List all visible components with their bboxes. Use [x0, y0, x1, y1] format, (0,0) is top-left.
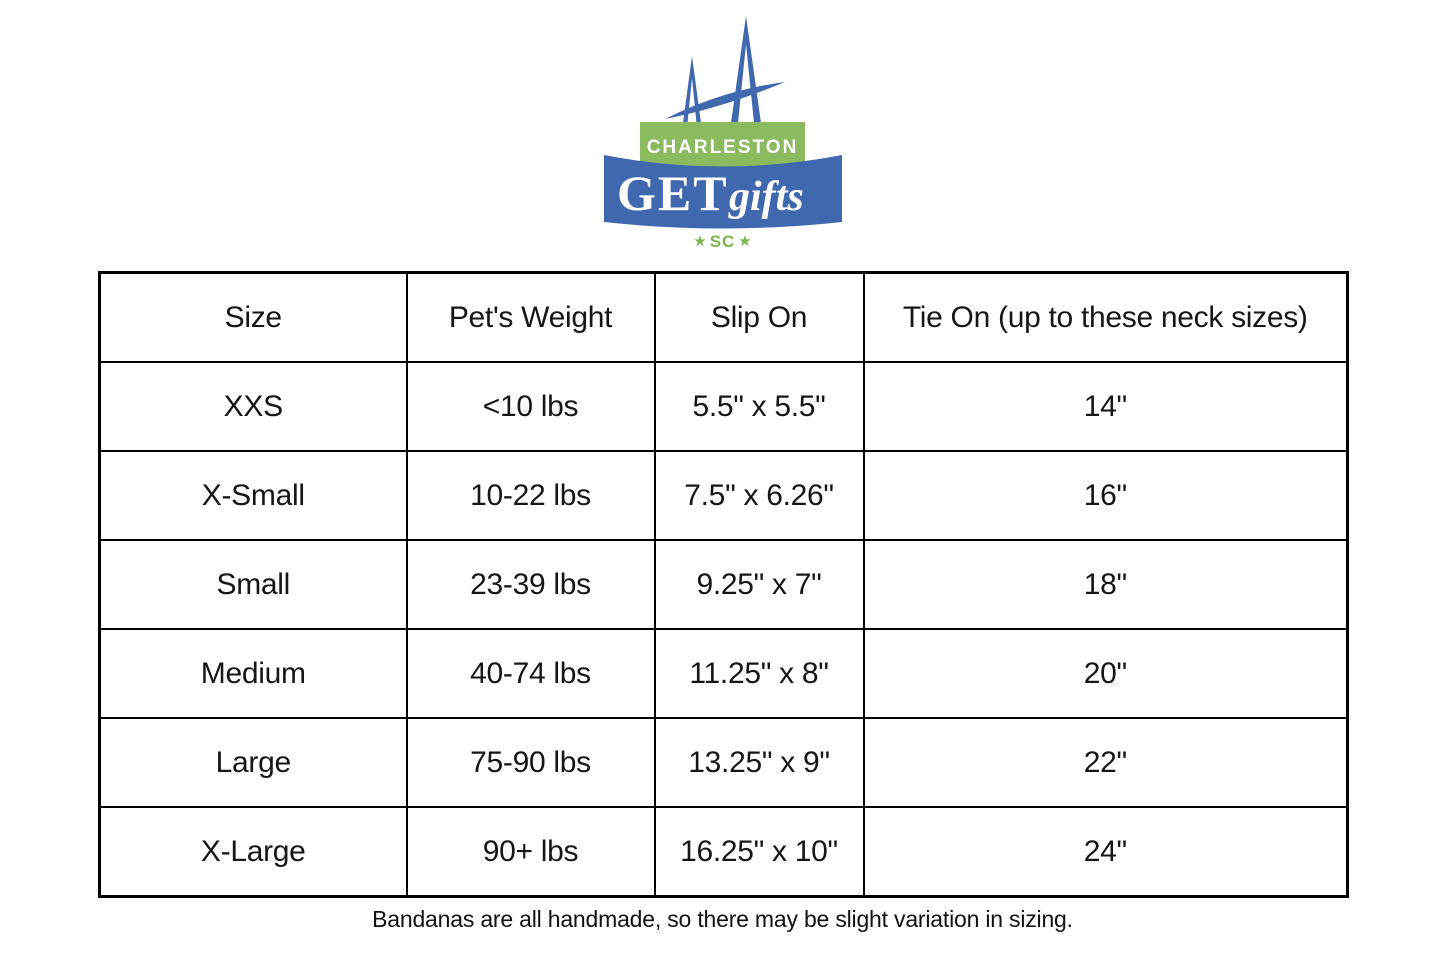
weight-cell: 90+ lbs: [405, 806, 656, 898]
charleston-banner: [640, 122, 805, 170]
sizing-disclaimer: Bandanas are all handmade, so there may …: [372, 906, 1073, 932]
size-cell: Small: [98, 539, 408, 630]
table-row: Large 75-90 lbs 13.25" x 9" 22": [98, 717, 1349, 808]
slip-on-cell: 13.25" x 9": [653, 717, 865, 808]
charleston-label: CHARLESTON: [647, 137, 799, 158]
table-row: Small 23-39 lbs 9.25" x 7" 18": [98, 539, 1349, 630]
weight-cell: 40-74 lbs: [405, 628, 656, 719]
header-row: Size Pet's Weight Slip On Tie On (up to …: [98, 271, 1349, 363]
column-header-slip-on: Slip On: [653, 271, 865, 363]
gifts-label: gifts: [728, 174, 804, 220]
weight-cell: 75-90 lbs: [405, 717, 656, 808]
size-cell: XXS: [98, 361, 408, 452]
column-header-weight: Pet's Weight: [405, 271, 656, 363]
column-header-tie-on: Tie On (up to these neck sizes): [862, 271, 1349, 363]
tie-on-cell: 22": [862, 717, 1349, 808]
star-icon: ★: [693, 233, 706, 250]
tie-on-cell: 18": [862, 539, 1349, 630]
weight-cell: 23-39 lbs: [405, 539, 656, 630]
slip-on-cell: 5.5" x 5.5": [653, 361, 865, 452]
weight-cell: <10 lbs: [405, 361, 656, 452]
slip-on-cell: 16.25" x 10": [653, 806, 865, 898]
table-row: XXS <10 lbs 5.5" x 5.5" 14": [98, 361, 1349, 452]
tie-on-cell: 16": [862, 450, 1349, 541]
sc-label: SC: [710, 232, 736, 251]
size-cell: Large: [98, 717, 408, 808]
tie-on-cell: 24": [862, 806, 1349, 898]
size-cell: Medium: [98, 628, 408, 719]
get-label: GET: [617, 165, 729, 221]
size-cell: X-Large: [98, 806, 408, 898]
weight-cell: 10-22 lbs: [405, 450, 656, 541]
getgifts-ribbon: [604, 155, 842, 229]
table-row: Medium 40-74 lbs 11.25" x 8" 20": [98, 628, 1349, 719]
bandana-size-chart: Size Pet's Weight Slip On Tie On (up to …: [98, 271, 1349, 898]
slip-on-cell: 9.25" x 7": [653, 539, 865, 630]
tie-on-cell: 20": [862, 628, 1349, 719]
tie-on-cell: 14": [862, 361, 1349, 452]
table-row: X-Small 10-22 lbs 7.5" x 6.26" 16": [98, 450, 1349, 541]
charleston-getgifts-logo: CHARLESTON GET gifts ★ SC ★: [597, 6, 847, 260]
slip-on-cell: 11.25" x 8": [653, 628, 865, 719]
star-icon: ★: [738, 233, 751, 250]
table-row: X-Large 90+ lbs 16.25" x 10" 24": [98, 806, 1349, 898]
bridge-icon: [665, 16, 785, 123]
size-cell: X-Small: [98, 450, 408, 541]
column-header-size: Size: [98, 271, 408, 363]
slip-on-cell: 7.5" x 6.26": [653, 450, 865, 541]
